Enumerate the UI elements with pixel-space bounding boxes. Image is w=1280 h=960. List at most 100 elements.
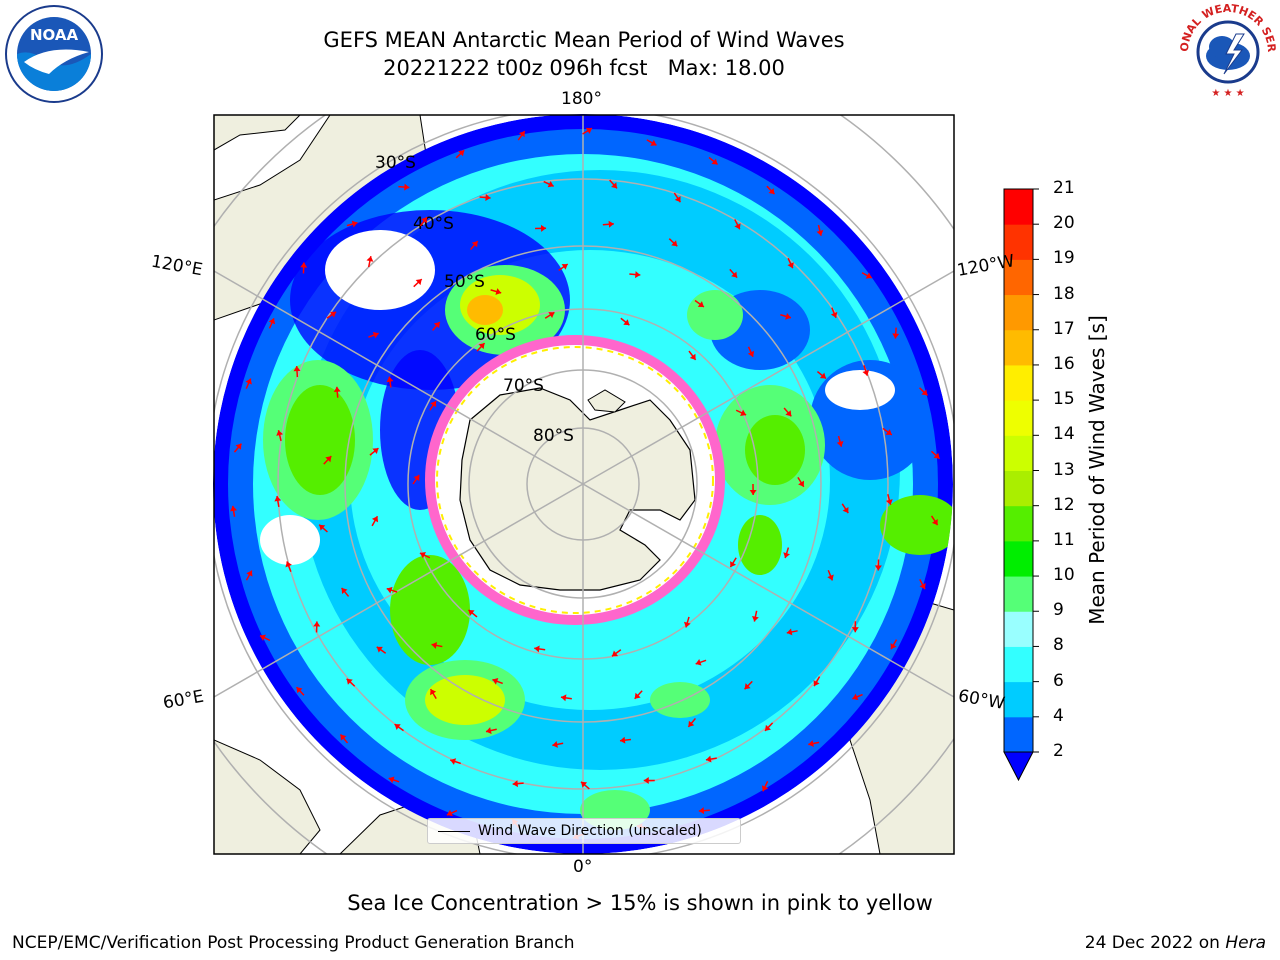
- wave-direction-arrowhead: [892, 333, 900, 339]
- wave-direction-arrowhead: [313, 621, 321, 627]
- map-frame: [213, 114, 955, 855]
- wave-direction-arrowhead: [552, 740, 558, 748]
- wave-direction-arrowhead: [650, 139, 657, 146]
- wave-direction-arrowhead: [372, 331, 379, 339]
- wave-direction-arrowhead: [635, 271, 641, 279]
- lat-lon-grid: [214, 115, 954, 854]
- run-date: 24 Dec 2022 on Hera: [1084, 933, 1266, 953]
- colorbar-segment: [1004, 681, 1033, 718]
- wave-direction-arrowhead: [371, 516, 379, 523]
- wave-direction-arrowhead: [731, 271, 738, 278]
- wave-direction-arrowhead: [561, 264, 568, 270]
- wave-direction-arrowhead: [512, 780, 518, 788]
- wave-direction-arrowhead: [478, 343, 485, 350]
- wave-direction-arrowhead: [495, 288, 502, 295]
- wave-direction-arrowhead: [518, 131, 525, 138]
- wave-direction-arrowhead: [341, 587, 348, 595]
- legend-label: Wind Wave Direction (unscaled): [478, 823, 702, 839]
- colorbar-tick-label: 6: [1053, 670, 1064, 691]
- colorbar-segment: [1004, 576, 1033, 612]
- colorbar-tick-label: 14: [1053, 424, 1075, 445]
- antarctica-landmass: [459, 387, 696, 591]
- colorbar-label: Mean Period of Wind Waves [s]: [1085, 315, 1109, 625]
- wave-direction-arrowhead: [351, 220, 358, 228]
- wave-direction-arrowhead: [386, 586, 393, 594]
- wave-direction-arrowhead: [689, 353, 696, 360]
- colorbar-tick-label: 20: [1053, 213, 1075, 234]
- host-name: Hera: [1225, 933, 1266, 953]
- colorbar-tick-label: 19: [1053, 248, 1075, 269]
- wave-direction-arrowhead: [386, 376, 394, 383]
- wave-direction-arrowhead: [619, 736, 626, 744]
- wave-direction-arrowhead: [933, 452, 940, 459]
- wave-direction-arrowhead: [768, 188, 775, 195]
- wave-direction-arrowhead: [674, 196, 681, 203]
- wave-direction-arrowhead: [819, 372, 826, 379]
- nws-logo: NATIONAL WEATHER SERVICE ★ ★ ★: [1176, 0, 1278, 100]
- wave-direction-arrowhead: [608, 220, 614, 228]
- colorbar-segment: [1004, 364, 1033, 401]
- wave-direction-arrowhead: [695, 658, 702, 666]
- colorbar-tick-label: 8: [1053, 635, 1064, 656]
- colorbar-tick-label: 18: [1053, 283, 1075, 304]
- lon-label-0: 0°: [573, 857, 593, 877]
- wave-direction-arrowhead: [623, 319, 630, 326]
- wave-direction-arrowhead: [747, 350, 755, 357]
- wave-direction-arrowhead: [246, 570, 253, 577]
- wave-direction-arrowhead: [230, 505, 238, 512]
- legend-line-icon: [438, 831, 470, 832]
- wave-direction-arrowhead: [798, 480, 805, 487]
- wave-direction-arrowhead: [885, 499, 893, 505]
- sea-ice-note: Sea Ice Concentration > 15% is shown in …: [347, 891, 933, 915]
- colorbar-tick-label: 17: [1053, 318, 1075, 339]
- svg-text:NOAA: NOAA: [30, 26, 79, 44]
- wave-direction-arrowhead: [413, 474, 420, 482]
- svg-text:★ ★ ★: ★ ★ ★: [1211, 88, 1244, 99]
- wave-direction-arrowhead: [485, 727, 492, 734]
- wave-direction-arrowhead: [786, 628, 793, 636]
- colorbar-segment: [1004, 259, 1033, 296]
- wave-direction-arrowhead: [580, 781, 588, 788]
- wave-direction-arrowhead: [585, 127, 592, 134]
- wave-direction-arrowhead: [404, 183, 410, 191]
- colorbar-segment: [1004, 329, 1033, 366]
- wave-direction-arrowhead: [431, 641, 438, 649]
- colorbar-tick-label: 2: [1053, 741, 1064, 761]
- wind-wave-arrows: [230, 127, 941, 840]
- wave-direction-arrowhead: [485, 194, 491, 202]
- wave-direction-arrowhead: [711, 158, 718, 165]
- colorbar-tick-label: 10: [1053, 565, 1075, 586]
- colorbar-tick-label: 13: [1053, 459, 1075, 480]
- wave-direction-arrowhead: [560, 694, 567, 702]
- wave-direction-arrowhead: [376, 646, 383, 653]
- colorbar-tick-label: 16: [1053, 353, 1075, 374]
- wave-direction-arrowhead: [885, 429, 892, 435]
- wave-direction-arrowhead: [300, 262, 308, 268]
- wave-direction-arrowhead: [421, 217, 427, 224]
- colorbar-segment: [1004, 400, 1033, 436]
- colorbar-segment: [1004, 224, 1033, 260]
- noaa-logo: NOAA: [5, 5, 103, 103]
- wave-direction-arrowhead: [749, 489, 757, 495]
- colorbar-segment: [1004, 646, 1033, 683]
- colorbar-segment: [1004, 470, 1033, 507]
- wave-direction-arrowhead: [865, 272, 872, 279]
- colorbar-segment: [1004, 435, 1033, 471]
- wave-direction-arrowhead: [394, 724, 401, 730]
- wave-direction-arrowhead: [471, 241, 478, 248]
- wave-direction-arrowhead: [433, 321, 440, 329]
- wave-direction-arrowhead: [268, 318, 276, 325]
- wave-direction-arrowhead: [744, 683, 751, 690]
- wave-direction-arrowhead: [340, 734, 347, 741]
- wave-direction-arrowhead: [319, 524, 326, 531]
- wave-direction-arrowhead: [830, 311, 838, 318]
- wave-direction-arrowhead: [808, 740, 814, 747]
- wave-direction-arrowhead: [931, 518, 938, 526]
- wave-direction-arrowhead: [372, 448, 379, 455]
- wave-direction-arrowhead: [734, 223, 741, 230]
- colorbar-underflow-triangle: [1003, 751, 1034, 782]
- wave-direction-arrowhead: [730, 561, 737, 568]
- wave-direction-arrowhead: [415, 279, 422, 286]
- colorbar-tick-label: 9: [1053, 600, 1064, 621]
